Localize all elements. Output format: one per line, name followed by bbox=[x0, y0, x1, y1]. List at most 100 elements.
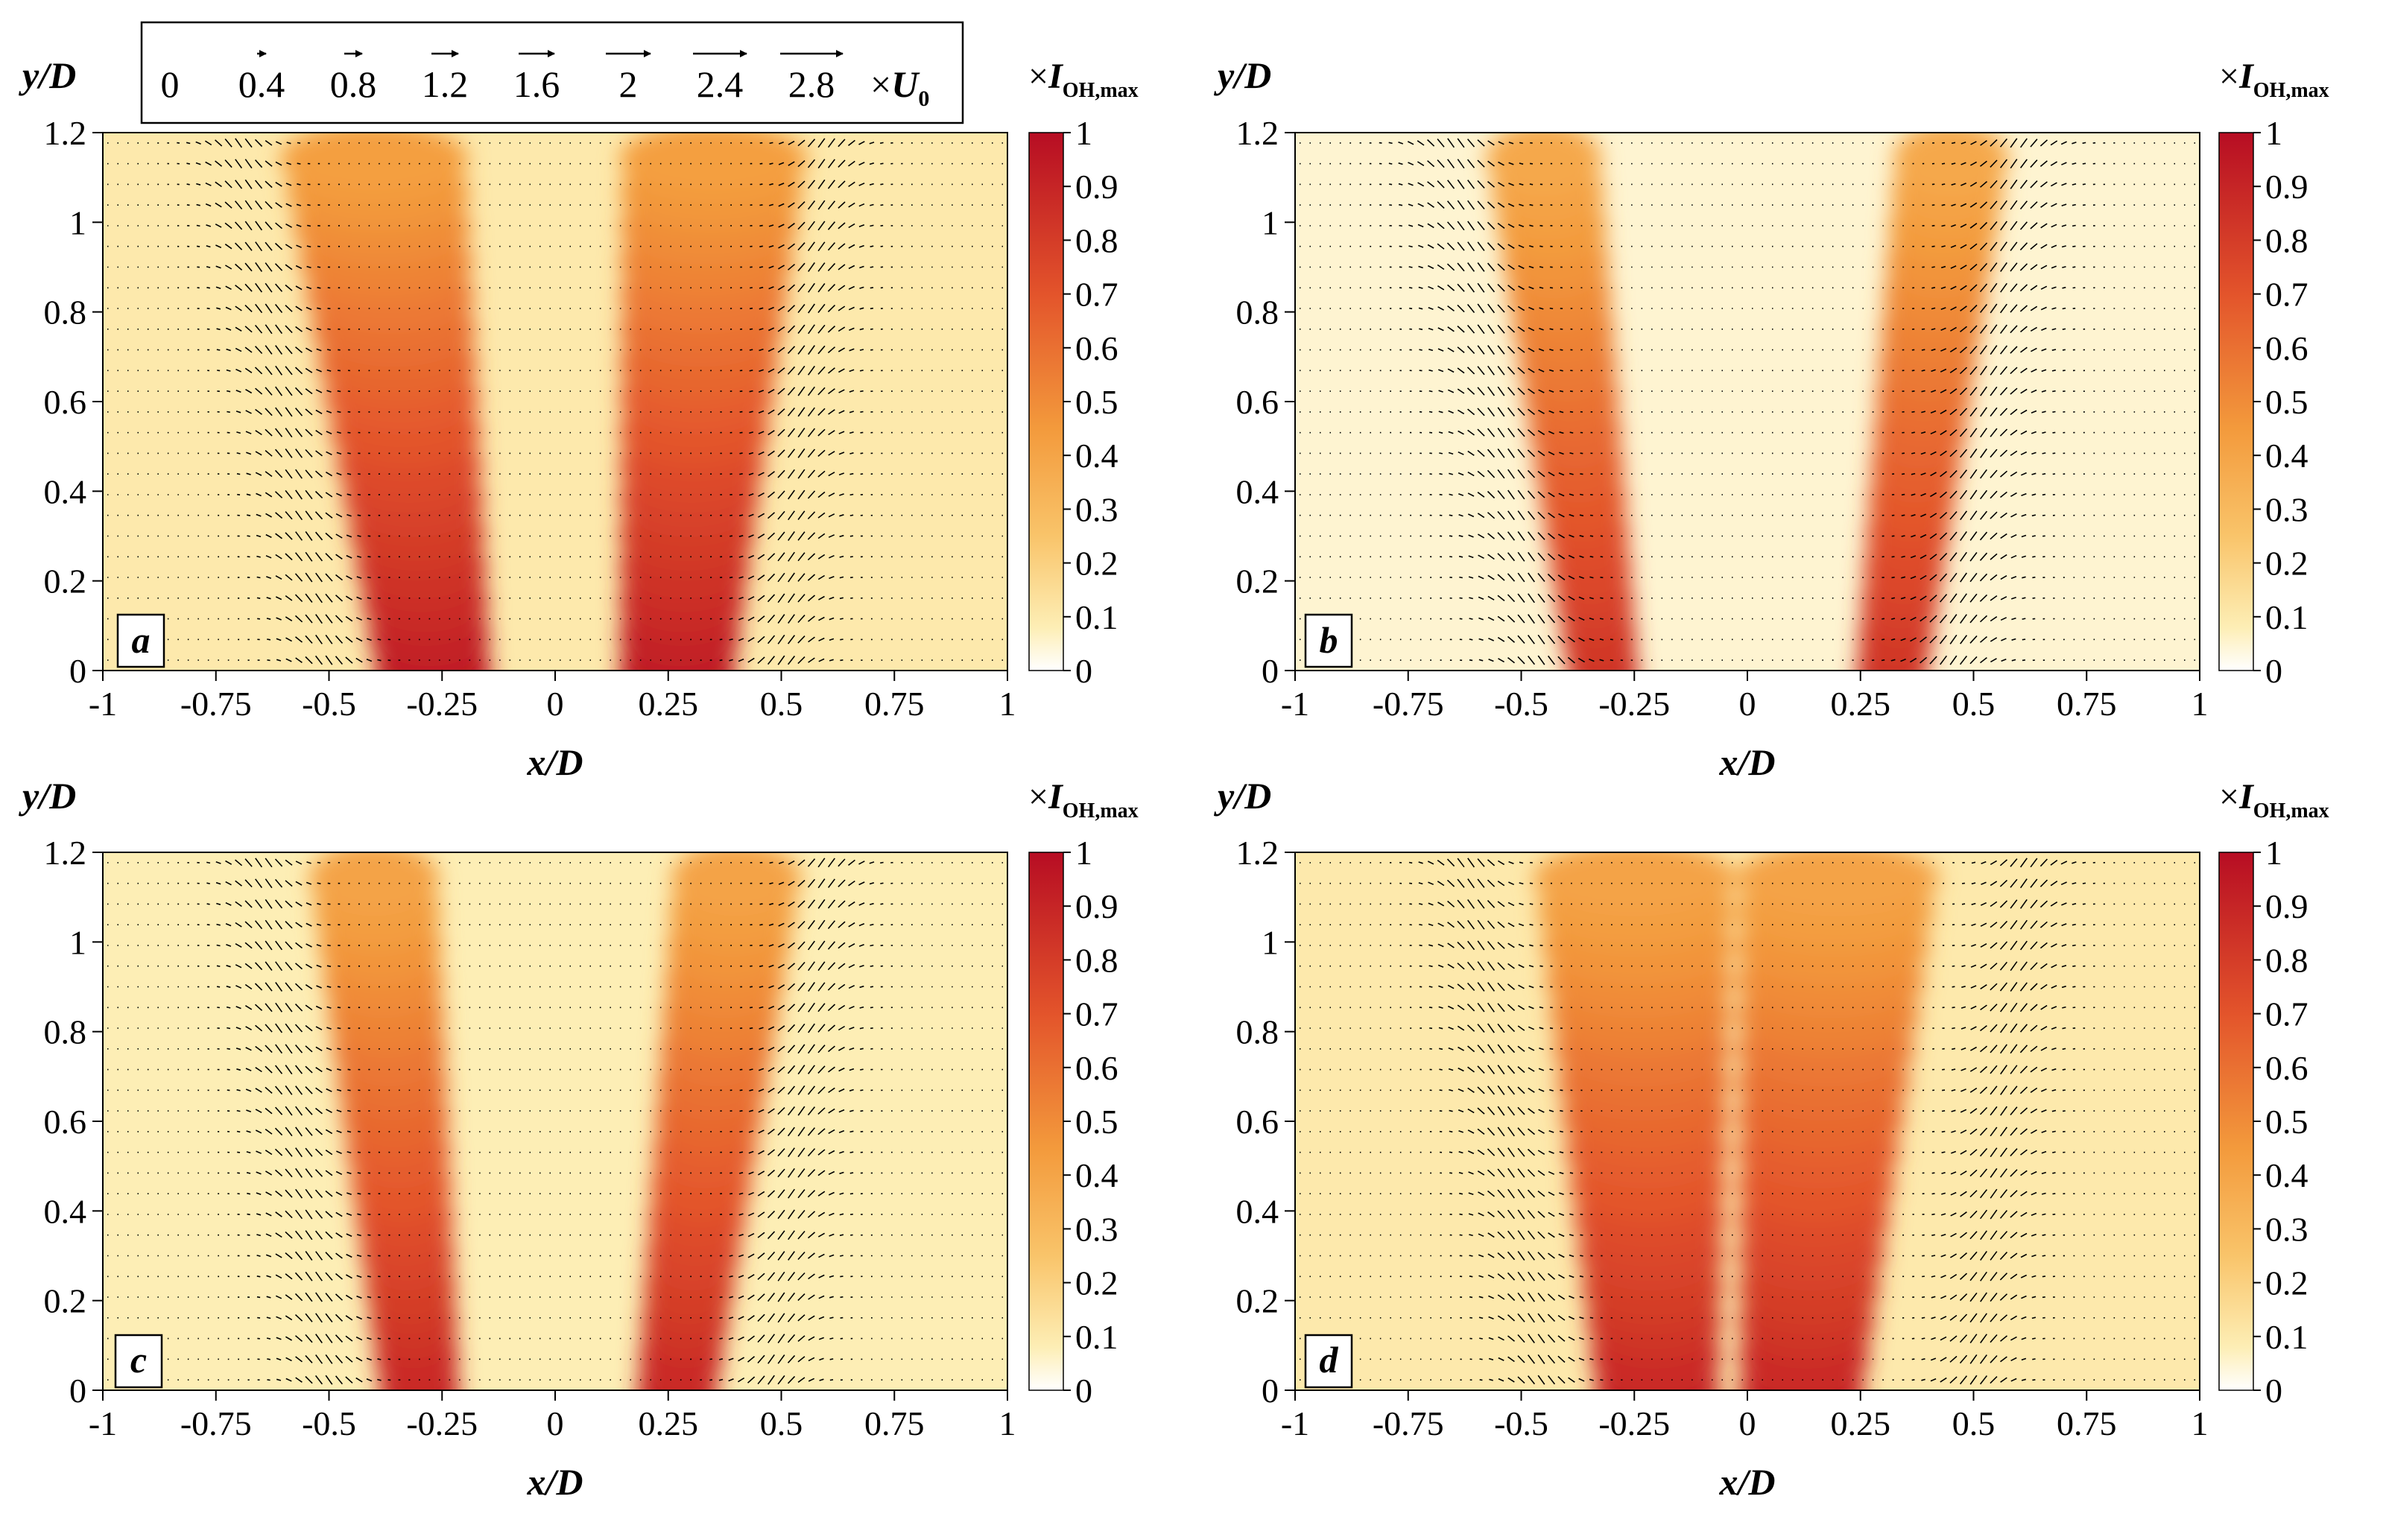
panel-d-vector-arrows bbox=[1300, 1354, 2195, 1364]
panel-d-vector-row bbox=[1300, 878, 2195, 889]
velocity-legend-labels: 0 0.4 0.8 1.2 1.6 2 2.4 2.8 bbox=[161, 63, 835, 105]
panel-b-vector-arrows bbox=[1300, 138, 2195, 148]
panel-a-colorbar-label: ×IOH,max bbox=[1028, 57, 1139, 102]
panel-b-y-tick-label: 0.4 bbox=[1236, 472, 1279, 510]
panel-c-vector-arrows bbox=[107, 1065, 1003, 1075]
panel-d-x-tick-label: 0.75 bbox=[2057, 1404, 2117, 1442]
velocity-legend-unit: ×U0 bbox=[870, 63, 929, 111]
panel-c-vector-row bbox=[107, 1251, 1003, 1261]
panel-c-x-tick-label: 0.25 bbox=[639, 1404, 699, 1442]
panel-b-vector-arrows bbox=[1300, 241, 2195, 252]
panel-a-x-axis: -1 -0.75 -0.5 -0.25 0 0.25 0.5 0.75 1 bbox=[89, 671, 1016, 723]
panel-c-vector-row bbox=[107, 1292, 1003, 1302]
panel-a-y-tick-label: 1.2 bbox=[44, 114, 87, 152]
panel-b-vector-row bbox=[1300, 634, 2195, 644]
panel-b-vector-arrows bbox=[1300, 365, 2195, 376]
panel-a-y-tick-label: 0.6 bbox=[44, 383, 87, 421]
panel-c-y-tick-label: 0.8 bbox=[44, 1013, 87, 1051]
panel-b-vector-row bbox=[1300, 282, 2195, 293]
panel-b-vector-arrows bbox=[1300, 469, 2195, 479]
panel-d-x-tick-label: 0.5 bbox=[1952, 1404, 1996, 1442]
panel-a-vector-arrows bbox=[107, 386, 1003, 396]
velocity-legend-unit-prefix: × bbox=[870, 63, 891, 105]
panel-d-vector-arrows bbox=[1300, 858, 2195, 868]
panel-b-x-tick-label: -1 bbox=[1281, 685, 1309, 723]
panel-a-y-tick-label: 0.4 bbox=[44, 472, 87, 510]
panel-a-vector-arrows bbox=[107, 448, 1003, 458]
panel-a-tag-box bbox=[116, 613, 165, 668]
panel-b-vector-arrows bbox=[1300, 221, 2195, 231]
panel-b-vector-arrows bbox=[1300, 489, 2195, 500]
panel-a: -1 -0.75 -0.5 -0.25 0 0.25 0.5 0.75 1 0 0.2 0.4 0.6… bbox=[19, 54, 1139, 783]
panel-c-colorbar-tick-label: 0.7 bbox=[1075, 995, 1118, 1033]
velocity-legend-label: 2.8 bbox=[788, 63, 835, 105]
panel-c-vector-row bbox=[107, 1044, 1003, 1054]
panel-b-vector-arrows bbox=[1300, 324, 2195, 335]
panel-c-colorbar-tick-label: 1 bbox=[1075, 834, 1092, 872]
panel-a-vector-row bbox=[107, 551, 1003, 562]
panel-a-vector-row bbox=[107, 572, 1003, 583]
velocity-legend-label: 2 bbox=[619, 63, 638, 105]
panel-c-background bbox=[103, 852, 1007, 1390]
panel-a-x-tick-label: -0.25 bbox=[406, 685, 478, 723]
panel-c-vector-row bbox=[107, 878, 1003, 889]
panel-d-colorbar-tick-label: 0.7 bbox=[2265, 995, 2308, 1033]
panel-c-vector-row bbox=[107, 1209, 1003, 1220]
panel-b-vector-row bbox=[1300, 200, 2195, 210]
panel-d-colorbar-tick-label: 0.5 bbox=[2265, 1103, 2308, 1141]
panel-d-vector-row bbox=[1300, 1147, 2195, 1158]
panel-a-vector-row bbox=[107, 634, 1003, 644]
panel-c-colorbar-gradient bbox=[1028, 852, 1064, 1391]
panel-a-vector-row bbox=[107, 138, 1003, 148]
panel-d-vector-row bbox=[1300, 1313, 2195, 1323]
panel-c-x-tick-label: -1 bbox=[89, 1404, 117, 1442]
panel-a-background bbox=[103, 133, 1007, 671]
panel-d-vector-arrows bbox=[1300, 1065, 2195, 1075]
panel-d-vector-row bbox=[1300, 1065, 2195, 1075]
panel-d-vector-arrows bbox=[1300, 1209, 2195, 1220]
panel-a-colorbar-tick-label: 0.5 bbox=[1075, 383, 1118, 421]
panel-a-tag: a bbox=[116, 613, 165, 668]
panel-c-colorbar-tick-label: 0.5 bbox=[1075, 1103, 1118, 1141]
panel-b-x-tick-label: -0.75 bbox=[1373, 685, 1444, 723]
panel-b-intensity-blob bbox=[1486, 133, 1602, 197]
panel-b-y-tick-label: 1.2 bbox=[1236, 114, 1279, 152]
panel-d-vector-row bbox=[1300, 1188, 2195, 1199]
panel-d-vector-arrows bbox=[1300, 1230, 2195, 1240]
panel-d-vector-row bbox=[1300, 1334, 2195, 1343]
panel-d-y-tick-label: 1 bbox=[1262, 923, 1279, 961]
panel-d-colorbar-tick-label: 1 bbox=[2265, 834, 2282, 872]
velocity-legend-label: 0.8 bbox=[330, 63, 377, 105]
panel-a-tag-label: a bbox=[132, 619, 151, 661]
panel-b-vector-row bbox=[1300, 386, 2195, 396]
panel-c-vector-arrows bbox=[107, 919, 1003, 930]
panel-c-vector-row bbox=[107, 919, 1003, 930]
panel-d-vector-arrows bbox=[1300, 1334, 2195, 1343]
panel-c-vector-arrows bbox=[107, 1354, 1003, 1364]
panel-d-intensity-blob bbox=[1533, 852, 1736, 916]
panel-c-colorbar-tick-label: 0.3 bbox=[1075, 1210, 1118, 1248]
panel-d-y-label: y/D bbox=[1214, 775, 1271, 817]
panel-b-vector-row bbox=[1300, 241, 2195, 252]
panel-c-vector-arrows bbox=[107, 1127, 1003, 1137]
panel-c-tag-label: c bbox=[130, 1339, 147, 1381]
panel-b-vector-arrows bbox=[1300, 159, 2195, 169]
panel-a-vector-arrows bbox=[107, 179, 1003, 189]
panel-c-vector-row bbox=[107, 1230, 1003, 1240]
panel-b-tag-box bbox=[1304, 613, 1353, 668]
panel-b-y-tick-label: 0.6 bbox=[1236, 383, 1279, 421]
panel-b-x-tick-label: 0.75 bbox=[2057, 685, 2117, 723]
panel-d-vector-arrows bbox=[1300, 1313, 2195, 1323]
panel-b-x-axis: -1 -0.75 -0.5 -0.25 0 0.25 0.5 0.75 1 bbox=[1281, 671, 2209, 723]
panel-a-vector-arrows bbox=[107, 593, 1003, 603]
panel-c-vector-row bbox=[107, 1334, 1003, 1343]
panel-b-colorbar-tick-label: 0.8 bbox=[2265, 221, 2308, 259]
panel-b-y-tick-label: 0 bbox=[1262, 652, 1279, 690]
panel-c-colorbar-tick-label: 0.4 bbox=[1075, 1156, 1118, 1194]
panel-b-colorbar-tick-label: 0.1 bbox=[2265, 598, 2308, 636]
panel-a-colorbar-tick-label: 0.9 bbox=[1075, 168, 1118, 206]
panel-b-vector-arrows bbox=[1300, 262, 2195, 272]
panel-a-vector-arrows bbox=[107, 489, 1003, 500]
panel-c-x-tick-label: 1 bbox=[999, 1404, 1016, 1442]
panel-d-vector-row bbox=[1300, 1085, 2195, 1095]
